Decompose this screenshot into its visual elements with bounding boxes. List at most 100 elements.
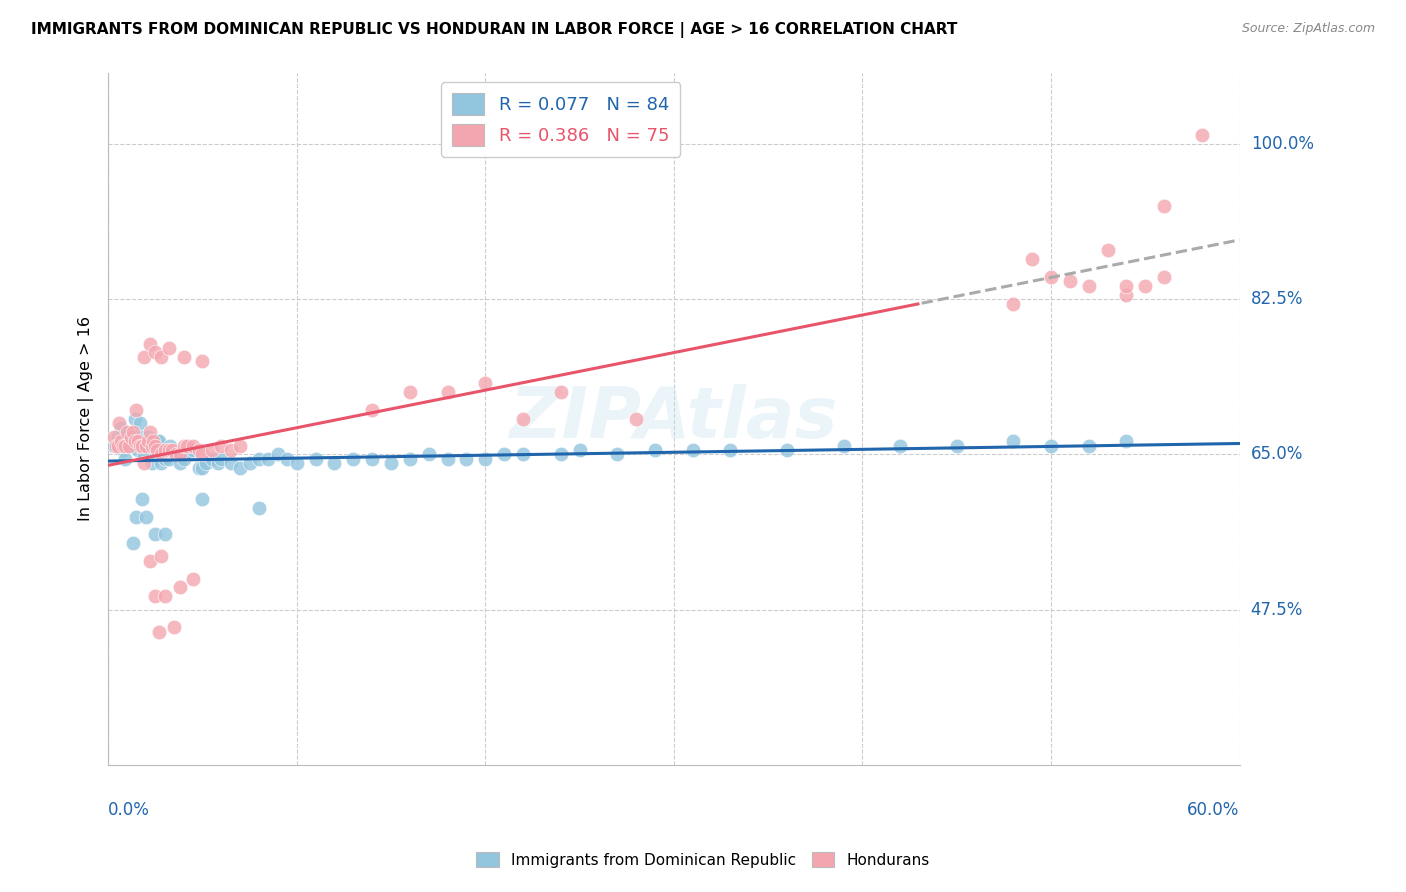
Point <box>143 442 166 457</box>
Point <box>436 451 458 466</box>
Point <box>129 417 152 431</box>
Point <box>135 439 157 453</box>
Point <box>169 581 191 595</box>
Point <box>157 341 180 355</box>
Point <box>247 500 270 515</box>
Point <box>191 460 214 475</box>
Point <box>323 456 346 470</box>
Point <box>1040 439 1063 453</box>
Point <box>121 536 143 550</box>
Point <box>103 430 125 444</box>
Point <box>153 451 176 466</box>
Point <box>114 451 136 466</box>
Point <box>832 439 855 453</box>
Point <box>115 430 138 444</box>
Point <box>191 491 214 506</box>
Point <box>157 451 180 466</box>
Point <box>436 385 458 400</box>
Text: 60.0%: 60.0% <box>1187 801 1240 819</box>
Point <box>207 456 229 470</box>
Point <box>125 509 148 524</box>
Text: IMMIGRANTS FROM DOMINICAN REPUBLIC VS HONDURAN IN LABOR FORCE | AGE > 16 CORRELA: IMMIGRANTS FROM DOMINICAN REPUBLIC VS HO… <box>31 22 957 38</box>
Point <box>143 590 166 604</box>
Text: 0.0%: 0.0% <box>108 801 150 819</box>
Point <box>110 434 132 449</box>
Point <box>181 442 204 457</box>
Point <box>191 447 214 461</box>
Point <box>173 350 195 364</box>
Point <box>720 442 742 457</box>
Point <box>163 447 186 461</box>
Point <box>176 439 198 453</box>
Point <box>201 451 224 466</box>
Point <box>107 439 129 453</box>
Point <box>141 439 163 453</box>
Point <box>143 345 166 359</box>
Point <box>219 456 242 470</box>
Point <box>129 439 152 453</box>
Point <box>142 439 165 453</box>
Point <box>157 442 180 457</box>
Point <box>149 447 172 461</box>
Point <box>125 439 148 453</box>
Point <box>682 442 704 457</box>
Point <box>181 572 204 586</box>
Point <box>512 447 534 461</box>
Point <box>125 403 148 417</box>
Point <box>138 336 160 351</box>
Point <box>136 434 159 449</box>
Point <box>169 447 191 461</box>
Point <box>361 403 384 417</box>
Point <box>187 442 209 457</box>
Point <box>143 439 166 453</box>
Point <box>135 509 157 524</box>
Point <box>132 350 155 364</box>
Point <box>229 460 252 475</box>
Point <box>219 442 242 457</box>
Point <box>121 425 143 440</box>
Point <box>644 442 666 457</box>
Point <box>247 451 270 466</box>
Point <box>118 439 141 453</box>
Point <box>112 439 135 453</box>
Point <box>1021 252 1043 267</box>
Text: 82.5%: 82.5% <box>1251 290 1303 309</box>
Point <box>138 425 160 440</box>
Point <box>153 590 176 604</box>
Point <box>148 434 170 449</box>
Point <box>201 442 224 457</box>
Text: 100.0%: 100.0% <box>1251 135 1313 153</box>
Point <box>132 447 155 461</box>
Point <box>146 442 169 457</box>
Text: 65.0%: 65.0% <box>1251 445 1303 464</box>
Point <box>285 456 308 470</box>
Point <box>257 451 280 466</box>
Point <box>361 451 384 466</box>
Point <box>143 527 166 541</box>
Point <box>120 430 142 444</box>
Point <box>131 430 153 444</box>
Point <box>209 439 232 453</box>
Point <box>104 439 127 453</box>
Text: 47.5%: 47.5% <box>1251 600 1303 619</box>
Point <box>304 451 326 466</box>
Point <box>149 456 172 470</box>
Point <box>112 442 135 457</box>
Point <box>606 447 628 461</box>
Point <box>115 425 138 440</box>
Point <box>163 620 186 634</box>
Legend: R = 0.077   N = 84, R = 0.386   N = 75: R = 0.077 N = 84, R = 0.386 N = 75 <box>441 82 681 157</box>
Point <box>131 491 153 506</box>
Point <box>187 460 209 475</box>
Point <box>1115 287 1137 301</box>
Point <box>1059 275 1081 289</box>
Point <box>146 434 169 449</box>
Point <box>195 456 218 470</box>
Point <box>153 527 176 541</box>
Point <box>191 354 214 368</box>
Point <box>120 434 142 449</box>
Point <box>474 451 496 466</box>
Point <box>176 447 198 461</box>
Point <box>115 439 138 453</box>
Point <box>149 350 172 364</box>
